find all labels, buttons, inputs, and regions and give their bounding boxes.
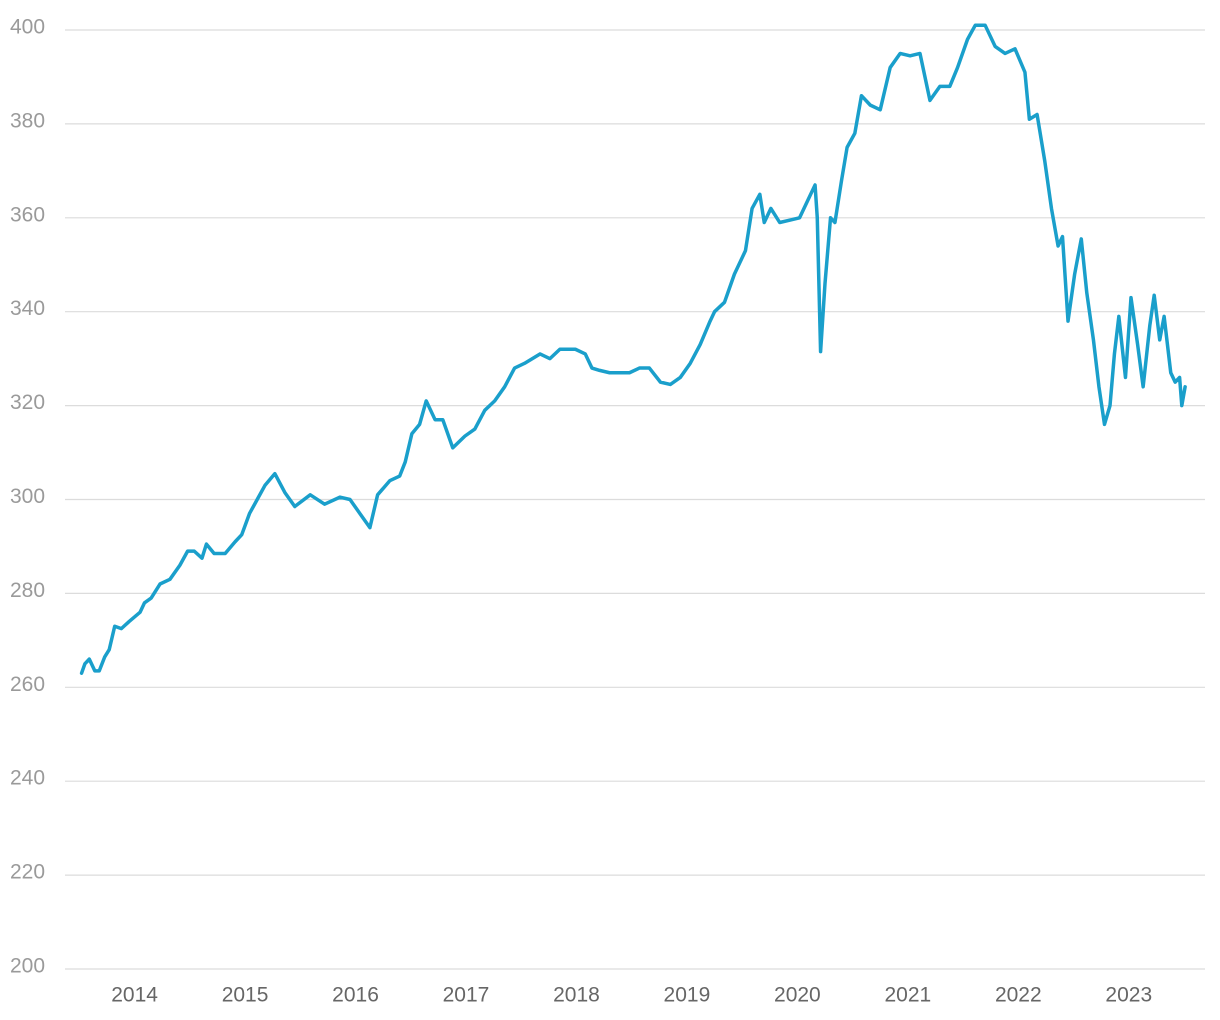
- y-tick-label: 300: [10, 485, 45, 508]
- line: [79, 23, 1187, 675]
- y-tick-label: 320: [10, 391, 45, 414]
- x-tick-label: 2014: [111, 984, 158, 1007]
- y-tick-label: 380: [10, 109, 45, 132]
- y-tick-label: 200: [10, 955, 45, 978]
- x-tick-label: 2020: [774, 984, 821, 1007]
- y-tick-label: 340: [10, 297, 45, 320]
- y-tick-label: 400: [10, 16, 45, 39]
- x-tick-label: 2018: [553, 984, 600, 1007]
- y-tick-label: 240: [10, 767, 45, 790]
- x-tick-label: 2021: [884, 984, 931, 1007]
- x-tick-label: 2016: [332, 984, 379, 1007]
- y-tick-label: 220: [10, 861, 45, 884]
- x-tick-label: 2023: [1105, 984, 1152, 1007]
- x-tick-label: 2019: [664, 984, 711, 1007]
- y-tick-label: 260: [10, 673, 45, 696]
- y-tick-label: 360: [10, 203, 45, 226]
- x-tick-label: 2022: [995, 984, 1042, 1007]
- x-tick-label: 2017: [443, 984, 490, 1007]
- x-tick-label: 2015: [222, 984, 269, 1007]
- y-tick-label: 280: [10, 579, 45, 602]
